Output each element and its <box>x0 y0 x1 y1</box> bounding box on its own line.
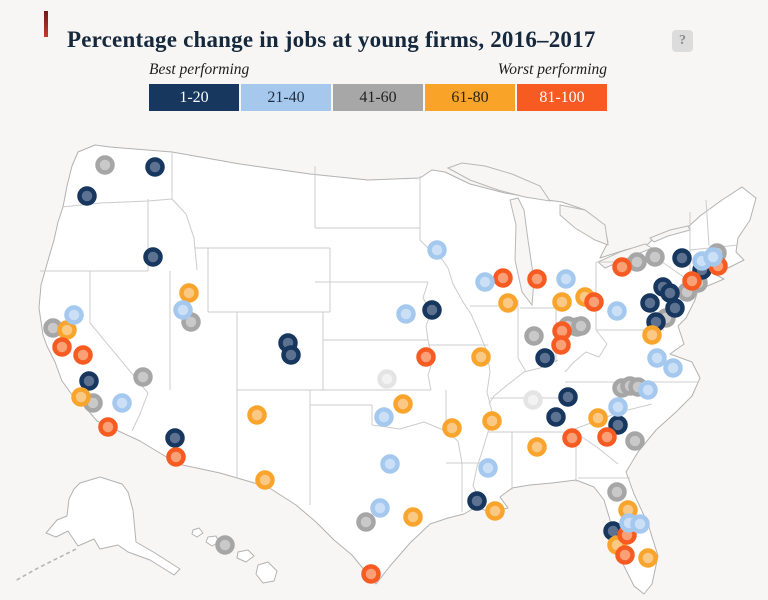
legend-bin-21-40[interactable]: 21-40 <box>241 84 331 111</box>
legend-labels: Best performing Worst performing <box>149 61 607 79</box>
metro-dot[interactable] <box>57 320 77 340</box>
metro-dot[interactable] <box>535 348 555 368</box>
metro-dot[interactable] <box>638 380 658 400</box>
legend-bin-label: 1-20 <box>179 89 209 106</box>
metro-dot[interactable] <box>377 369 397 389</box>
metro-dot[interactable] <box>416 347 436 367</box>
metro-dot[interactable] <box>64 305 84 325</box>
metro-dot[interactable] <box>625 431 645 451</box>
brand-mark <box>44 11 48 37</box>
legend-bin-label: 61-80 <box>451 89 489 106</box>
metro-dot[interactable] <box>52 337 72 357</box>
metro-dot[interactable] <box>356 512 376 532</box>
metro-dot[interactable] <box>630 514 650 534</box>
metro-dot[interactable] <box>98 417 118 437</box>
metro-dot[interactable] <box>73 345 93 365</box>
metro-dot[interactable] <box>71 387 91 407</box>
metro-dot[interactable] <box>393 394 413 414</box>
metro-dot[interactable] <box>422 300 442 320</box>
metro-dot[interactable] <box>133 367 153 387</box>
metro-dot[interactable] <box>562 428 582 448</box>
metro-dot[interactable] <box>165 428 185 448</box>
metro-dot[interactable] <box>77 186 97 206</box>
metro-dot[interactable] <box>556 269 576 289</box>
metro-dot[interactable] <box>551 335 571 355</box>
metro-dot[interactable] <box>682 271 702 291</box>
legend-bin-41-60[interactable]: 41-60 <box>333 84 423 111</box>
metro-dot[interactable] <box>478 458 498 478</box>
metro-dot[interactable] <box>475 272 495 292</box>
legend-worst-label: Worst performing <box>497 61 607 78</box>
metro-dot[interactable] <box>588 408 608 428</box>
metro-dot[interactable] <box>143 247 163 267</box>
metro-dot[interactable] <box>672 248 692 268</box>
metro-dot[interactable] <box>608 415 628 435</box>
metro-dot[interactable] <box>255 470 275 490</box>
metro-dot[interactable] <box>607 301 627 321</box>
metro-dot[interactable] <box>179 283 199 303</box>
legend-best-label: Best performing <box>149 61 250 78</box>
metro-dot[interactable] <box>467 491 487 511</box>
metro-dot[interactable] <box>640 293 660 313</box>
metro-dot[interactable] <box>645 247 665 267</box>
metro-dot[interactable] <box>370 498 390 518</box>
metro-dot[interactable] <box>442 418 462 438</box>
help-button[interactable]: ? <box>672 30 693 52</box>
metro-dot[interactable] <box>663 358 683 378</box>
legend-bin-label: 21-40 <box>267 89 305 106</box>
metro-dot[interactable] <box>527 269 547 289</box>
metro-dot[interactable] <box>498 293 518 313</box>
metro-dots-layer <box>43 155 728 584</box>
legend-bin-label: 41-60 <box>359 89 397 106</box>
metro-dot[interactable] <box>79 371 99 391</box>
legend-bin-1-20[interactable]: 1-20 <box>149 84 239 111</box>
metro-dot[interactable] <box>173 300 193 320</box>
metro-dot[interactable] <box>374 407 394 427</box>
metro-dot[interactable] <box>546 407 566 427</box>
metro-dot[interactable] <box>607 482 627 502</box>
metro-dot[interactable] <box>95 155 115 175</box>
metro-dot[interactable] <box>584 292 604 312</box>
metro-dot[interactable] <box>627 252 647 272</box>
legend-bin-61-80[interactable]: 61-80 <box>425 84 515 111</box>
metro-dot[interactable] <box>403 507 423 527</box>
metro-dot[interactable] <box>145 157 165 177</box>
metro-dot[interactable] <box>665 298 685 318</box>
metro-dot[interactable] <box>642 325 662 345</box>
metro-dot[interactable] <box>703 247 723 267</box>
metro-dot[interactable] <box>523 390 543 410</box>
metro-dot[interactable] <box>215 535 235 555</box>
metro-dot[interactable] <box>608 397 628 417</box>
metro-dot[interactable] <box>427 240 447 260</box>
legend-bin-label: 81-100 <box>539 89 585 106</box>
metro-dot[interactable] <box>638 548 658 568</box>
metro-dot[interactable] <box>612 257 632 277</box>
metro-dot[interactable] <box>247 405 267 425</box>
metro-dot[interactable] <box>281 345 301 365</box>
page-title: Percentage change in jobs at young firms… <box>67 27 596 52</box>
us-map-state-borders <box>40 152 739 512</box>
metro-dot[interactable] <box>166 447 186 467</box>
metro-dot[interactable] <box>660 283 680 303</box>
metro-dot[interactable] <box>380 454 400 474</box>
metro-dot[interactable] <box>485 501 505 521</box>
metro-dot[interactable] <box>471 347 491 367</box>
legend-bin-81-100[interactable]: 81-100 <box>517 84 607 111</box>
metro-dot[interactable] <box>482 411 502 431</box>
metro-dot[interactable] <box>552 292 572 312</box>
metro-dot[interactable] <box>615 545 635 565</box>
metro-dot[interactable] <box>597 427 617 447</box>
metro-dot[interactable] <box>558 387 578 407</box>
legend: 1-20 21-40 41-60 61-80 81-100 <box>149 84 607 111</box>
metro-dot[interactable] <box>571 316 591 336</box>
metro-dot[interactable] <box>361 564 381 584</box>
metro-dot[interactable] <box>647 348 667 368</box>
metro-dot[interactable] <box>396 304 416 324</box>
metro-dot[interactable] <box>112 393 132 413</box>
metro-dot[interactable] <box>524 326 544 346</box>
metro-dot[interactable] <box>527 437 547 457</box>
metro-dot[interactable] <box>493 268 513 288</box>
